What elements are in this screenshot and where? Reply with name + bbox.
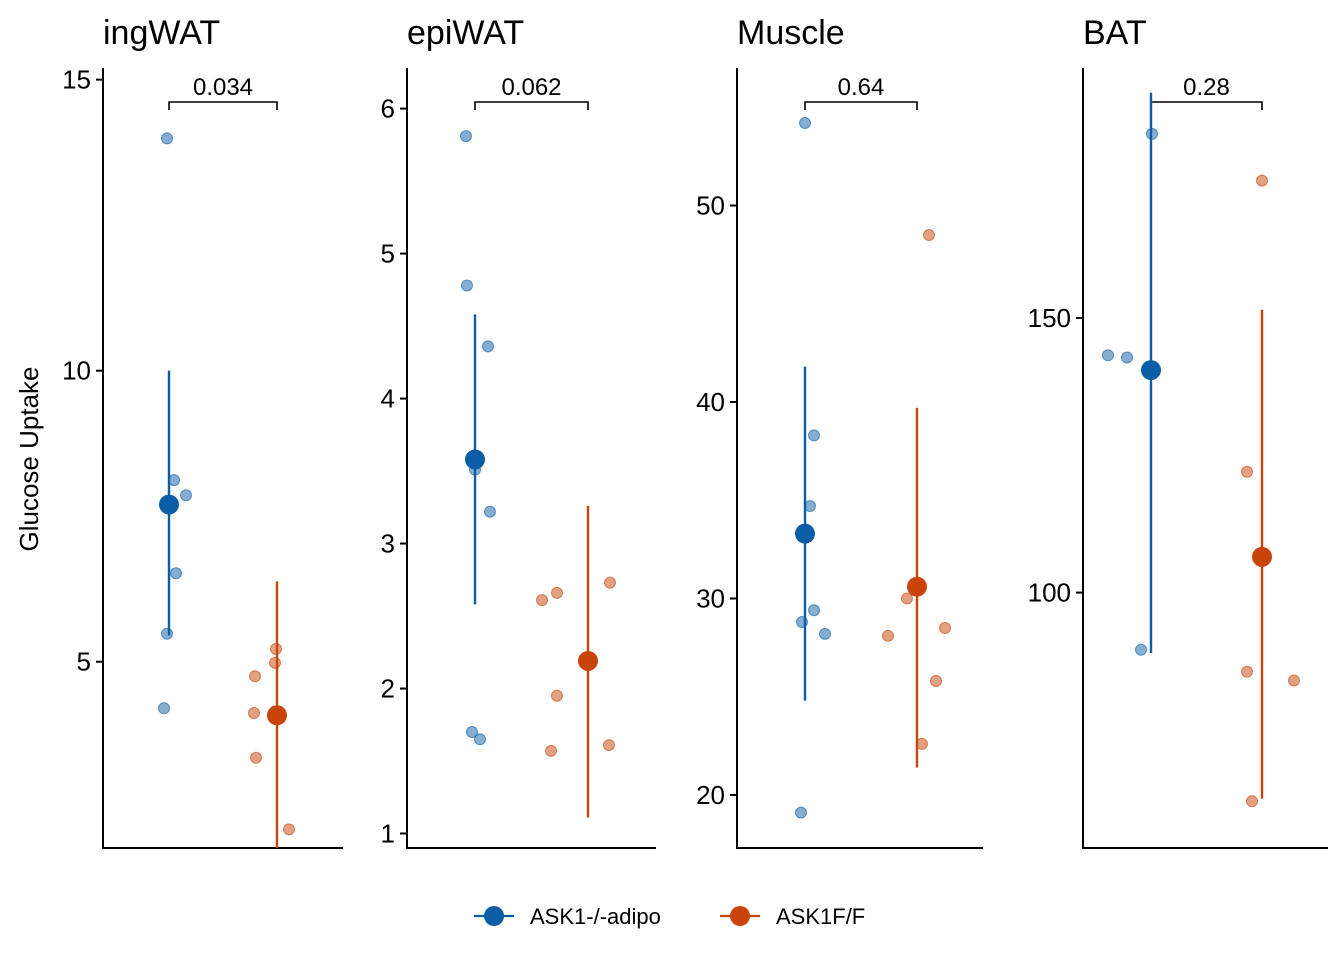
p-value-label: 0.062: [501, 74, 561, 101]
data-point: [249, 670, 261, 683]
panel-title: BAT: [1083, 14, 1147, 52]
data-point: [923, 229, 935, 242]
data-point: [158, 702, 170, 715]
y-axis-label: Glucose Uptake: [14, 367, 44, 552]
y-tick-label: 6: [381, 94, 395, 124]
y-tick-label: 4: [381, 384, 395, 414]
significance-bracket: [474, 101, 589, 110]
data-point: [808, 604, 820, 617]
y-tick-label: 5: [381, 239, 395, 269]
data-point: [269, 656, 281, 669]
p-value-label: 0.034: [193, 74, 253, 101]
data-point: [819, 627, 831, 640]
chart-panels: ingWAT 5 10 15 0.034 epiWAT 1 2 3 4 5 6 0.062 Muscle 2…: [62, 14, 1328, 849]
mean-point: [1141, 360, 1161, 381]
legend-label-ask1-ff: ASK1F/F: [776, 904, 865, 929]
data-point: [250, 751, 262, 764]
data-point: [482, 340, 494, 353]
legend-label-ask1-ko: ASK1-/-adipo: [530, 904, 661, 929]
panel-title: ingWAT: [103, 14, 220, 52]
panel-epiwat: epiWAT 1 2 3 4 5 6 0.062: [381, 14, 656, 849]
p-value-label: 0.28: [1183, 74, 1230, 101]
y-tick-label: 2: [381, 674, 395, 704]
mean-point: [465, 449, 485, 470]
legend-marker-ask1-ko: [484, 906, 504, 926]
y-tick-label: 50: [696, 191, 725, 221]
data-point: [808, 429, 820, 442]
data-point: [882, 629, 894, 642]
mean-point: [1252, 546, 1272, 567]
mean-point: [795, 523, 815, 544]
y-tick-label: 10: [62, 356, 91, 386]
y-tick-label: 100: [1028, 578, 1071, 608]
mean-point: [578, 650, 598, 671]
data-point: [536, 594, 548, 607]
panel-title: epiWAT: [407, 14, 524, 52]
data-point: [1246, 795, 1258, 808]
data-point: [283, 823, 295, 836]
data-point: [603, 739, 615, 752]
data-point: [170, 567, 182, 580]
data-point: [484, 505, 496, 518]
panel-title: Muscle: [737, 14, 845, 52]
p-value-label: 0.64: [838, 74, 885, 101]
data-point: [180, 489, 192, 502]
y-tick-label: 20: [696, 780, 725, 810]
data-point: [799, 117, 811, 130]
legend-marker-ask1-ff: [730, 906, 750, 926]
y-tick-label: 1: [381, 819, 395, 849]
data-point: [551, 586, 563, 599]
data-point: [161, 132, 173, 145]
legend: ASK1-/-adipo ASK1F/F: [474, 904, 865, 929]
data-point: [466, 726, 478, 739]
data-point: [939, 621, 951, 634]
data-point: [1241, 665, 1253, 678]
panel-ingwat: ingWAT 5 10 15 0.034: [62, 14, 343, 849]
mean-point: [159, 494, 179, 515]
y-tick-label: 40: [696, 387, 725, 417]
y-tick-label: 30: [696, 583, 725, 613]
data-point: [248, 706, 260, 719]
data-point: [1256, 174, 1268, 187]
data-point: [161, 627, 173, 640]
y-tick-label: 150: [1028, 303, 1071, 333]
data-point: [795, 806, 807, 819]
significance-bracket: [804, 101, 918, 110]
data-point: [474, 733, 486, 746]
data-point: [545, 744, 557, 757]
mean-point: [267, 705, 287, 726]
data-point: [901, 592, 913, 605]
data-point: [1288, 674, 1300, 687]
data-point: [460, 130, 472, 143]
data-point: [930, 674, 942, 687]
data-point: [1241, 465, 1253, 478]
panel-bat: BAT 100 150 0.28: [1028, 14, 1328, 849]
data-point: [604, 576, 616, 589]
y-tick-label: 3: [381, 529, 395, 559]
data-point: [1135, 643, 1147, 656]
data-point: [551, 689, 563, 702]
significance-bracket: [168, 101, 278, 110]
panel-muscle: Muscle 20 30 40 50 0.64: [696, 14, 983, 849]
y-tick-label: 15: [62, 65, 91, 95]
y-tick-label: 5: [77, 647, 91, 677]
data-point: [1121, 351, 1133, 364]
data-point: [1102, 349, 1114, 362]
data-point: [461, 279, 473, 292]
significance-bracket: [1150, 101, 1263, 110]
mean-point: [907, 576, 927, 597]
